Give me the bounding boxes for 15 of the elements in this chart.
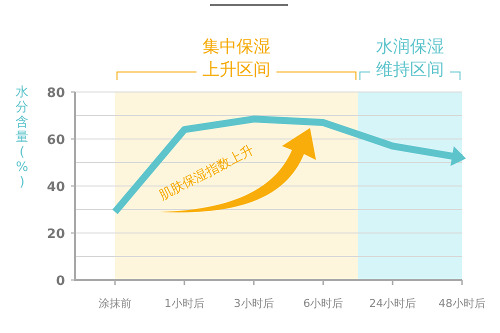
- y-tick-label: 80: [46, 86, 65, 101]
- band-label: 水润保湿维持区间: [376, 37, 444, 80]
- y-tick-label: 0: [56, 274, 65, 289]
- x-tick-label: 48小时后: [438, 297, 486, 310]
- y-axis-title: 水分含量(%): [16, 85, 28, 190]
- annotation: 肌肤保湿指数上升: [157, 142, 256, 204]
- x-tick-label: 涂抹前: [98, 297, 132, 310]
- x-tick-label: 6小时后: [303, 297, 344, 310]
- x-tick-label: 1小时后: [164, 297, 204, 310]
- y-tick-label: 40: [46, 180, 65, 195]
- x-tick-label: 3小时后: [234, 297, 274, 310]
- y-tick-label: 60: [46, 133, 65, 148]
- y-tick-label: 20: [46, 227, 65, 242]
- band-label: 集中保湿上升区间: [202, 37, 270, 80]
- x-tick-label: 24小时后: [369, 297, 416, 310]
